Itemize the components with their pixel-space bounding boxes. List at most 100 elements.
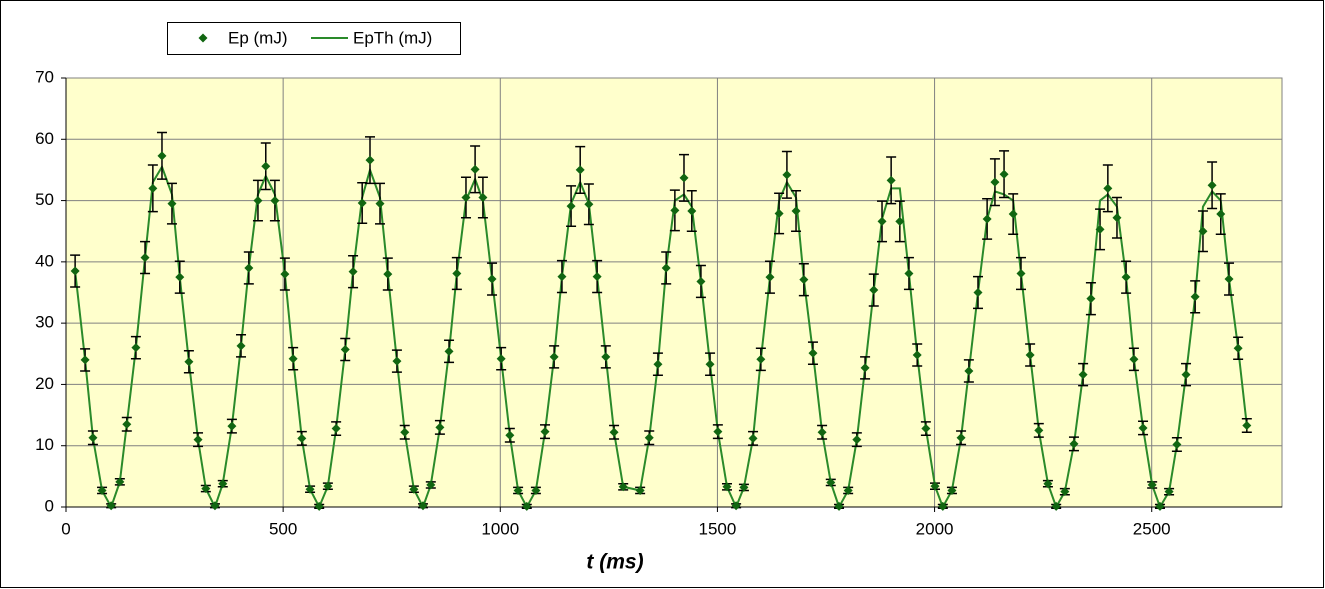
data-point xyxy=(122,419,132,429)
data-point xyxy=(799,275,809,285)
data-point xyxy=(592,272,602,282)
data-point xyxy=(1103,183,1113,193)
x-tick-label: 0 xyxy=(61,519,70,538)
data-point xyxy=(357,198,367,208)
data-point xyxy=(1008,209,1018,219)
data-point xyxy=(218,479,228,489)
data-point xyxy=(1069,439,1079,449)
data-point xyxy=(487,274,497,284)
legend-label: Ep (mJ) xyxy=(228,28,288,47)
data-point xyxy=(912,350,922,360)
data-point xyxy=(184,357,194,367)
data-point xyxy=(444,346,454,356)
y-tick-label: 10 xyxy=(35,435,54,454)
data-point xyxy=(1242,420,1252,430)
data-point xyxy=(496,354,506,364)
x-tick-label: 500 xyxy=(269,519,297,538)
data-point xyxy=(167,199,177,209)
data-point xyxy=(679,173,689,183)
data-point xyxy=(540,427,550,437)
data-point xyxy=(739,482,749,492)
x-tick-label: 2000 xyxy=(916,519,954,538)
data-point xyxy=(1043,479,1053,489)
data-point xyxy=(305,484,315,494)
data-point xyxy=(1138,423,1148,433)
data-point xyxy=(644,433,654,443)
data-point xyxy=(999,169,1009,179)
data-point xyxy=(956,433,966,443)
data-point xyxy=(505,430,515,440)
data-point xyxy=(808,348,818,358)
data-point xyxy=(661,263,671,273)
data-point xyxy=(383,269,393,279)
data-point xyxy=(227,421,237,431)
data-point xyxy=(88,433,98,443)
data-point xyxy=(513,485,523,495)
data-point xyxy=(834,501,844,511)
data-point xyxy=(461,193,471,203)
data-point xyxy=(973,288,983,297)
x-tick-label: 1000 xyxy=(481,519,519,538)
data-point xyxy=(452,269,462,279)
data-point xyxy=(1181,370,1191,380)
data-point xyxy=(938,501,948,511)
data-point xyxy=(1172,439,1182,449)
data-point xyxy=(549,352,559,362)
data-point xyxy=(653,359,663,369)
data-point xyxy=(635,485,645,495)
y-tick-label: 30 xyxy=(35,313,54,332)
data-point xyxy=(270,196,280,206)
data-point xyxy=(930,481,940,491)
data-point xyxy=(670,205,680,215)
data-point xyxy=(705,359,715,369)
data-point xyxy=(478,193,488,203)
data-point xyxy=(157,151,167,161)
data-point xyxy=(843,485,853,495)
data-point xyxy=(1086,294,1096,304)
data-point xyxy=(140,253,150,263)
data-point xyxy=(852,435,862,445)
data-point xyxy=(97,485,107,495)
data-point xyxy=(1207,180,1217,190)
data-point xyxy=(1112,213,1122,223)
data-point xyxy=(877,216,887,226)
data-point xyxy=(791,206,801,216)
data-point xyxy=(584,199,594,209)
x-axis-label: t (ms) xyxy=(586,551,643,574)
data-point xyxy=(1051,501,1061,511)
data-point xyxy=(722,482,732,492)
data-point xyxy=(148,183,158,193)
data-point xyxy=(340,344,350,354)
data-point xyxy=(1129,354,1139,364)
data-point xyxy=(115,477,125,487)
data-point xyxy=(748,433,758,443)
data-point xyxy=(210,501,220,511)
data-point xyxy=(990,177,1000,187)
data-point xyxy=(774,208,784,218)
data-point xyxy=(687,206,697,216)
data-point xyxy=(236,341,246,351)
legend-marker xyxy=(198,33,208,43)
data-point xyxy=(392,356,402,366)
data-point xyxy=(297,433,307,443)
data-point xyxy=(201,484,211,494)
data-point xyxy=(1164,487,1174,497)
data-point xyxy=(131,343,141,353)
data-point xyxy=(860,363,870,373)
data-point xyxy=(904,269,914,279)
y-tick-label: 40 xyxy=(35,251,54,270)
data-point xyxy=(348,267,358,277)
data-point xyxy=(826,477,836,487)
data-point xyxy=(280,269,290,279)
data-point xyxy=(713,427,723,437)
data-point xyxy=(470,164,480,174)
data-point xyxy=(557,272,567,282)
data-point xyxy=(765,272,775,282)
data-point xyxy=(193,435,203,445)
data-point xyxy=(365,155,375,165)
y-tick-label: 70 xyxy=(35,67,54,86)
data-point xyxy=(947,485,957,495)
data-point xyxy=(175,272,185,282)
data-point xyxy=(817,427,827,437)
data-point xyxy=(895,216,905,226)
